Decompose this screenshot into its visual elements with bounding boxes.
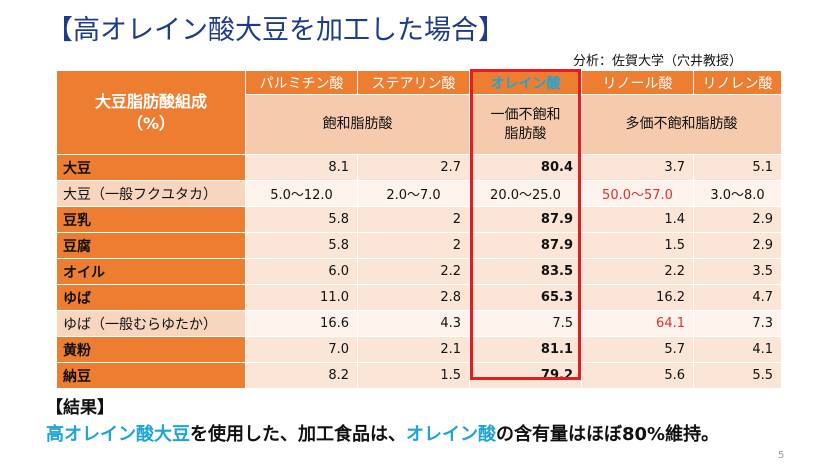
table-cell: 7.0 (245, 336, 358, 363)
table-row: ゆば 11.0 2.8 65.3 16.2 4.7 (56, 284, 782, 311)
table-row: 大豆（一般フクユタカ） 5.0〜12.0 2.0〜7.0 20.0〜25.0 50.0〜… (56, 180, 782, 207)
table-cell: 2.0〜7.0 (357, 180, 470, 207)
group-mono-line1: 一価不飽和 (490, 106, 561, 123)
result-text-2: の含有量はほぼ80%維持。 (496, 424, 720, 445)
table-cell: 1.5 (581, 232, 694, 259)
table-cell: 16.6 (245, 310, 358, 337)
table-cell: 80.4 (469, 154, 582, 181)
row-label: 大豆 (56, 154, 246, 181)
table-cell: 3.0〜8.0 (693, 180, 782, 207)
analysis-credit: 分析：佐賀大学（穴井教授） (573, 54, 743, 69)
table-cell: 87.9 (469, 206, 582, 233)
table-cell: 4.1 (693, 336, 782, 363)
table-cell: 8.1 (245, 154, 358, 181)
table-cell: 1.4 (581, 206, 694, 233)
table-cell: 2.7 (357, 154, 470, 181)
table-cell: 5.8 (245, 232, 358, 259)
result-highlight-oleic: オレイン酸 (406, 424, 496, 445)
table-row: 豆腐 5.8 2 87.9 1.5 2.9 (56, 232, 782, 259)
table-cell: 5.7 (581, 336, 694, 363)
row-label: ゆば（一般むらゆたか） (56, 310, 246, 337)
fatty-acid-table: 大豆脂肪酸組成 （%） パルミチン酸 ステアリン酸 オレイン酸 リノール酸 リノ… (56, 70, 782, 389)
result-highlight-soy: 高オレイン酸大豆 (46, 424, 190, 445)
table-row: ゆば（一般むらゆたか） 16.6 4.3 7.5 64.1 7.3 (56, 310, 782, 337)
table-cell: 4.7 (693, 284, 782, 311)
corner-unit: （%） (126, 113, 176, 133)
row-label: 豆腐 (56, 232, 246, 259)
table-cell: 2.9 (693, 206, 782, 233)
result-label: 【結果】 (46, 398, 114, 418)
slide-title: 【高オレイン酸大豆を加工した場合】 (46, 15, 505, 46)
group-saturated: 飽和脂肪酸 (245, 94, 470, 155)
table-cell: 8.2 (245, 362, 358, 389)
table-cell: 6.0 (245, 258, 358, 285)
column-header-oleic: オレイン酸 (469, 70, 582, 95)
table-cell: 65.3 (469, 284, 582, 311)
table-row: 黄粉 7.0 2.1 81.1 5.7 4.1 (56, 336, 782, 363)
table-cell: 16.2 (581, 284, 694, 311)
group-polyunsaturated: 多価不飽和脂肪酸 (581, 94, 782, 155)
table-cell: 5.8 (245, 206, 358, 233)
table-row: 納豆 8.2 1.5 79.2 5.6 5.5 (56, 362, 782, 389)
column-header-linoleic: リノール酸 (581, 70, 694, 95)
row-label: 大豆（一般フクユタカ） (56, 180, 246, 207)
page-number: 5 (778, 450, 785, 461)
table-cell: 2 (357, 232, 470, 259)
table-cell: 87.9 (469, 232, 582, 259)
row-label: 納豆 (56, 362, 246, 389)
table-cell: 20.0〜25.0 (469, 180, 582, 207)
table-cell: 7.5 (469, 310, 582, 337)
table-row: オイル 6.0 2.2 83.5 2.2 3.5 (56, 258, 782, 285)
group-monounsaturated: 一価不飽和 脂肪酸 (469, 94, 582, 155)
table-cell: 2 (357, 206, 470, 233)
table-cell: 2.9 (693, 232, 782, 259)
corner-title: 大豆脂肪酸組成 (94, 91, 207, 111)
table-cell: 5.0〜12.0 (245, 180, 358, 207)
column-header-linolenic: リノレン酸 (693, 70, 782, 95)
table-cell: 81.1 (469, 336, 582, 363)
table-cell: 1.5 (357, 362, 470, 389)
row-label: 豆乳 (56, 206, 246, 233)
group-mono-line2: 脂肪酸 (504, 125, 547, 142)
column-header-stearic: ステアリン酸 (357, 70, 470, 95)
table-cell: 3.7 (581, 154, 694, 181)
result-text-1: を使用した、加工食品は、 (190, 424, 406, 445)
table-cell: 3.5 (693, 258, 782, 285)
table-row: 豆乳 5.8 2 87.9 1.4 2.9 (56, 206, 782, 233)
table-cell: 79.2 (469, 362, 582, 389)
row-label: ゆば (56, 284, 246, 311)
table-row: 大豆 8.1 2.7 80.4 3.7 5.1 (56, 154, 782, 181)
table-cell: 2.2 (581, 258, 694, 285)
row-label: オイル (56, 258, 246, 285)
table-cell: 5.5 (693, 362, 782, 389)
table-cell: 64.1 (581, 310, 694, 337)
table-cell: 7.3 (693, 310, 782, 337)
table-cell: 2.8 (357, 284, 470, 311)
table-cell: 11.0 (245, 284, 358, 311)
table-cell: 5.1 (693, 154, 782, 181)
column-header-palmitic: パルミチン酸 (245, 70, 358, 95)
table-corner-header: 大豆脂肪酸組成 （%） (56, 70, 246, 155)
row-label: 黄粉 (56, 336, 246, 363)
table-cell: 83.5 (469, 258, 582, 285)
result-statement: 高オレイン酸大豆を使用した、加工食品は、オレイン酸の含有量はほぼ80%維持。 (46, 420, 719, 446)
table-cell: 5.6 (581, 362, 694, 389)
table-cell: 4.3 (357, 310, 470, 337)
table-cell: 2.1 (357, 336, 470, 363)
table-cell: 50.0〜57.0 (581, 180, 694, 207)
table-cell: 2.2 (357, 258, 470, 285)
table-body: 大豆 8.1 2.7 80.4 3.7 5.1 大豆（一般フクユタカ） 5.0〜12.0 2.0… (56, 154, 782, 389)
